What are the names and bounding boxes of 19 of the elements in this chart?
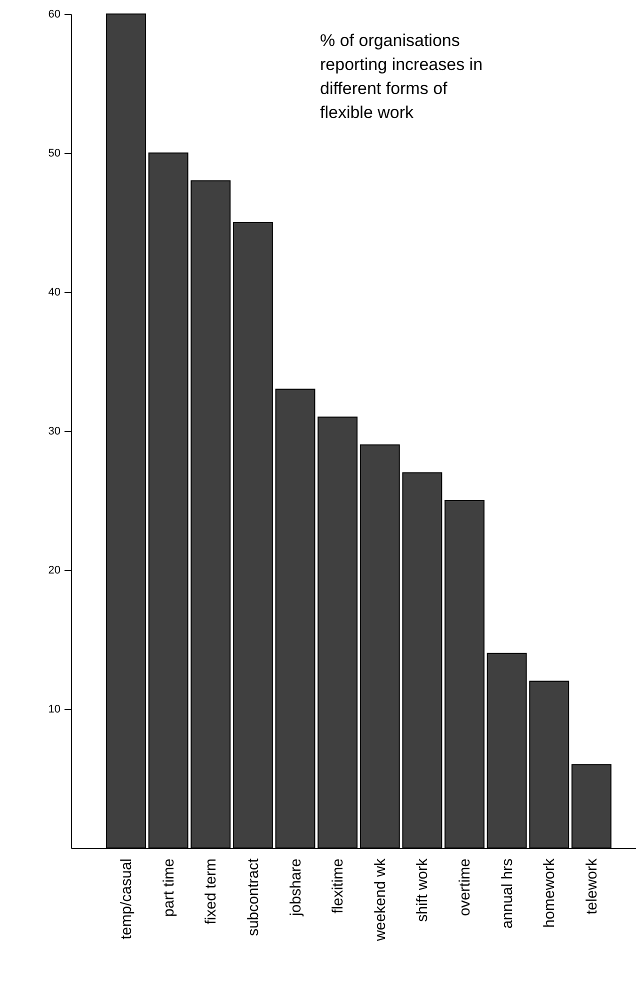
- x-tick-label: weekend wk: [372, 858, 389, 942]
- x-tick-label: overtime: [456, 858, 474, 916]
- x-tick-label: part time: [160, 858, 178, 917]
- y-tick-label: 20: [48, 564, 60, 576]
- x-tick-label: temp/casual: [118, 858, 136, 940]
- text: % of organisations reporting increases in different forms of flexible work: [320, 31, 483, 122]
- x-tick-label: shift work: [414, 858, 432, 922]
- y-tick-label: 10: [48, 704, 60, 716]
- y-tick-label: 40: [48, 286, 60, 298]
- y-tick-label: 60: [48, 8, 60, 20]
- x-tick-label: fixed term: [202, 858, 220, 924]
- x-tick-label: telework: [583, 858, 600, 914]
- y-tick-label: 30: [48, 426, 60, 438]
- y-tick-label: 50: [48, 148, 60, 160]
- x-tick-label: flexitime: [330, 858, 347, 914]
- x-tick-label: subcontract: [244, 858, 262, 936]
- x-tick-label: homework: [541, 858, 558, 928]
- x-tick-label: annual hrs: [498, 858, 516, 929]
- x-tick-label: jobshare: [287, 858, 304, 918]
